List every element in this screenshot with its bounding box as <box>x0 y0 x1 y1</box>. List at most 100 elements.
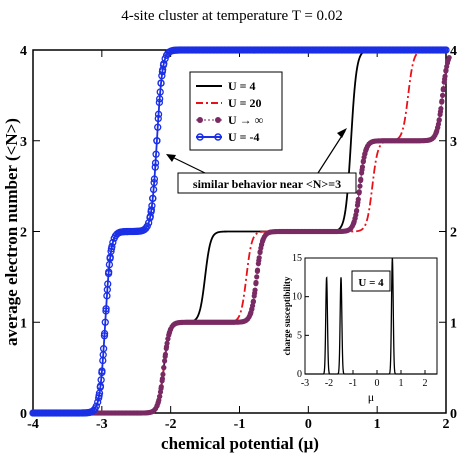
inset-legend-box <box>351 270 391 292</box>
series-marker-3 <box>98 367 106 375</box>
inset-y-tick-label: 5 <box>297 330 302 341</box>
legend-marker-uneg4-1 <box>196 133 204 141</box>
series-marker-2 <box>439 99 445 105</box>
series-marker-2 <box>252 287 258 293</box>
annotation-arrowhead-right <box>337 128 347 138</box>
series-marker-2 <box>253 281 259 287</box>
y-tick-label: 4 <box>20 44 27 59</box>
series-marker-3 <box>150 179 158 187</box>
inset-x-tick-label: -3 <box>301 378 309 389</box>
annotation-box <box>177 172 357 194</box>
series-marker-2 <box>360 159 366 165</box>
y-tick-label-right: 4 <box>450 44 457 59</box>
series-marker-3 <box>107 247 115 255</box>
series-marker-3 <box>159 66 167 74</box>
inset-ticks: -3 -2 -1 0 1 2 0 5 10 15 <box>292 253 428 389</box>
y-tick-label: 3 <box>20 135 27 150</box>
series-marker-3 <box>154 114 162 123</box>
x-tick-label: -3 <box>96 417 108 432</box>
series-marker-2 <box>167 327 173 333</box>
series-marker-2 <box>354 207 360 214</box>
inset-y-axis-label: charge susceptibility <box>282 276 292 355</box>
series-marker-3 <box>157 79 165 87</box>
series-marker-3 <box>156 95 164 103</box>
series-marker-3 <box>99 356 107 365</box>
series-marker-2 <box>441 79 447 85</box>
y-tick-label: 2 <box>20 226 27 241</box>
series-marker-2 <box>363 145 370 151</box>
legend-label-u20: U = 20 <box>228 96 262 110</box>
y-tick-label: 1 <box>20 316 27 331</box>
inset: -3 -2 -1 0 1 2 0 5 10 15 U = 4 μ charge susceptib… <box>282 253 438 404</box>
series-marker-2 <box>438 105 444 112</box>
series-marker-2 <box>257 249 263 256</box>
series-marker-3 <box>102 305 110 313</box>
x-tick-label: -4 <box>27 417 39 432</box>
annotation-text: similar behavior near <N>=3 <box>193 177 341 191</box>
series-marker-2 <box>251 293 257 299</box>
series-marker-3 <box>148 202 156 210</box>
inset-legend-label: U = 4 <box>358 277 384 289</box>
legend-marker-uinf-1 <box>197 117 203 123</box>
series-marker-2 <box>436 117 442 123</box>
series-marker-2 <box>164 340 170 346</box>
y-tick-label-right: 3 <box>450 135 457 150</box>
y-tick-label: 0 <box>20 407 27 422</box>
x-tick-label: -2 <box>165 417 177 432</box>
series-marker-2 <box>440 86 446 92</box>
legend-label-u4: U = 4 <box>228 79 256 93</box>
inset-x-tick-label: -1 <box>349 378 357 389</box>
series-marker-3 <box>100 332 109 340</box>
series-marker-2 <box>446 54 452 61</box>
series-marker-3 <box>95 394 103 402</box>
series-marker-3 <box>151 163 159 171</box>
series-marker-3 <box>154 110 163 118</box>
series-marker-3 <box>92 402 100 410</box>
legend-marker-uinf-2 <box>215 117 221 123</box>
inset-series <box>305 258 437 375</box>
series-marker-3 <box>149 194 157 203</box>
series-marker-3 <box>156 88 164 96</box>
series-marker-2 <box>256 255 262 261</box>
series-marker-3 <box>99 345 108 353</box>
series-marker-2 <box>442 73 448 79</box>
series-marker-3 <box>143 222 151 230</box>
series-marker-3 <box>146 212 154 221</box>
series-marker-3 <box>108 242 116 251</box>
series-marker-2 <box>163 345 169 352</box>
inset-x-axis-label: μ <box>368 390 374 404</box>
x-tick-label: 2 <box>443 417 450 432</box>
main-series <box>29 46 452 417</box>
series-marker-2 <box>435 121 442 127</box>
inset-y-tick-label: 10 <box>292 292 302 303</box>
series-marker-2 <box>443 68 449 74</box>
series-marker-2 <box>162 351 169 358</box>
legend-marker-uneg4-2 <box>214 133 222 141</box>
inset-y-tick-label: 0 <box>297 369 302 380</box>
series-marker-3 <box>96 383 104 391</box>
series-marker-2 <box>249 303 256 309</box>
y-tick-label-right: 0 <box>450 407 457 422</box>
series-marker-3 <box>159 61 168 69</box>
series-marker-2 <box>356 190 362 196</box>
series-marker-2 <box>161 365 167 371</box>
legend: U = 4 U = 20 U → ∞ U = -4 <box>189 71 283 151</box>
series-marker-2 <box>157 389 164 395</box>
series-marker-3 <box>442 46 450 54</box>
series-marker-2 <box>354 202 361 208</box>
series-marker-2 <box>358 176 364 182</box>
y-axis-label: average electron number (<N>) <box>2 118 21 346</box>
x-tick-label: 1 <box>374 417 381 432</box>
inset-susceptibility-line <box>305 258 437 375</box>
series-marker-2 <box>359 164 366 170</box>
series-marker-3 <box>105 260 114 269</box>
series-marker-2 <box>254 274 260 280</box>
series-marker-3 <box>101 318 109 326</box>
series-marker-2 <box>160 371 166 377</box>
y-tick-label-right: 1 <box>450 316 457 331</box>
series-marker-2 <box>359 170 365 176</box>
annotation: similar behavior near <N>=3 <box>166 128 357 194</box>
chart-title: 4-site cluster at temperature T = 0.02 <box>121 8 343 24</box>
series-marker-2 <box>255 261 261 267</box>
series-marker-3 <box>154 123 162 131</box>
